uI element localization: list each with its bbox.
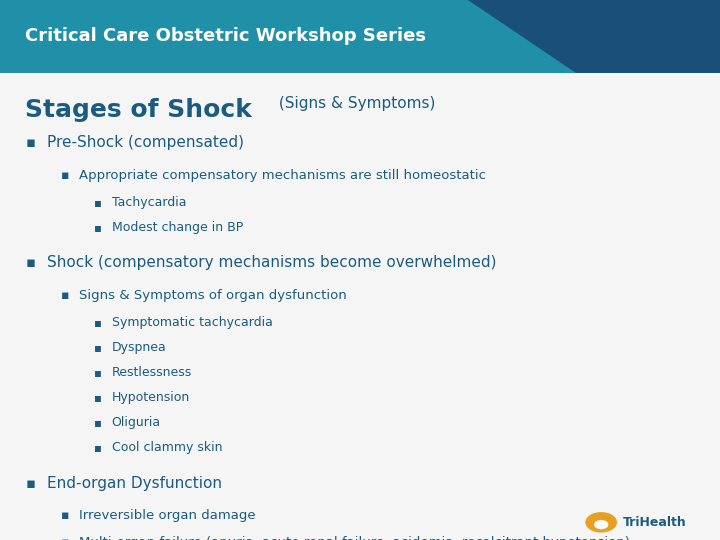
Text: ▪: ▪ [25, 476, 35, 491]
Text: ▪: ▪ [94, 221, 102, 234]
Text: Dyspnea: Dyspnea [112, 341, 166, 354]
Text: (Signs & Symptoms): (Signs & Symptoms) [274, 97, 435, 111]
Text: Pre-Shock (compensated): Pre-Shock (compensated) [47, 135, 244, 150]
Text: ▪: ▪ [61, 536, 70, 540]
Text: End-organ Dysfunction: End-organ Dysfunction [47, 476, 222, 491]
Text: Oliguria: Oliguria [112, 416, 161, 429]
Text: Signs & Symptoms of organ dysfunction: Signs & Symptoms of organ dysfunction [79, 289, 347, 302]
Text: ▪: ▪ [94, 316, 102, 329]
Polygon shape [468, 0, 720, 73]
Text: TriHealth: TriHealth [623, 516, 687, 529]
Text: Irreversible organ damage: Irreversible organ damage [79, 509, 256, 522]
Text: ▪: ▪ [94, 341, 102, 354]
Text: Tachycardia: Tachycardia [112, 195, 186, 208]
Text: Stages of Shock: Stages of Shock [25, 98, 252, 122]
Text: Multi-organ failure (anuria, acute renal failure, acidemia, recalcitrant hypoten: Multi-organ failure (anuria, acute renal… [79, 536, 630, 540]
Text: ▪: ▪ [94, 366, 102, 379]
Text: ▪: ▪ [25, 255, 35, 270]
Text: Appropriate compensatory mechanisms are still homeostatic: Appropriate compensatory mechanisms are … [79, 168, 486, 181]
Text: Symptomatic tachycardia: Symptomatic tachycardia [112, 316, 272, 329]
Text: ▪: ▪ [94, 441, 102, 454]
Text: Cool clammy skin: Cool clammy skin [112, 441, 222, 454]
Text: ▪: ▪ [25, 135, 35, 150]
Text: ▪: ▪ [61, 289, 70, 302]
Text: ▪: ▪ [94, 416, 102, 429]
Text: ▪: ▪ [94, 195, 102, 208]
Circle shape [585, 512, 617, 532]
Text: Shock (compensatory mechanisms become overwhelmed): Shock (compensatory mechanisms become ov… [47, 255, 496, 270]
Text: ▪: ▪ [94, 391, 102, 404]
Text: Critical Care Obstetric Workshop Series: Critical Care Obstetric Workshop Series [25, 28, 426, 45]
Text: Restlessness: Restlessness [112, 366, 192, 379]
Text: ▪: ▪ [61, 168, 70, 181]
Text: Hypotension: Hypotension [112, 391, 190, 404]
Text: Modest change in BP: Modest change in BP [112, 221, 243, 234]
Circle shape [594, 520, 608, 529]
Text: ▪: ▪ [61, 509, 70, 522]
